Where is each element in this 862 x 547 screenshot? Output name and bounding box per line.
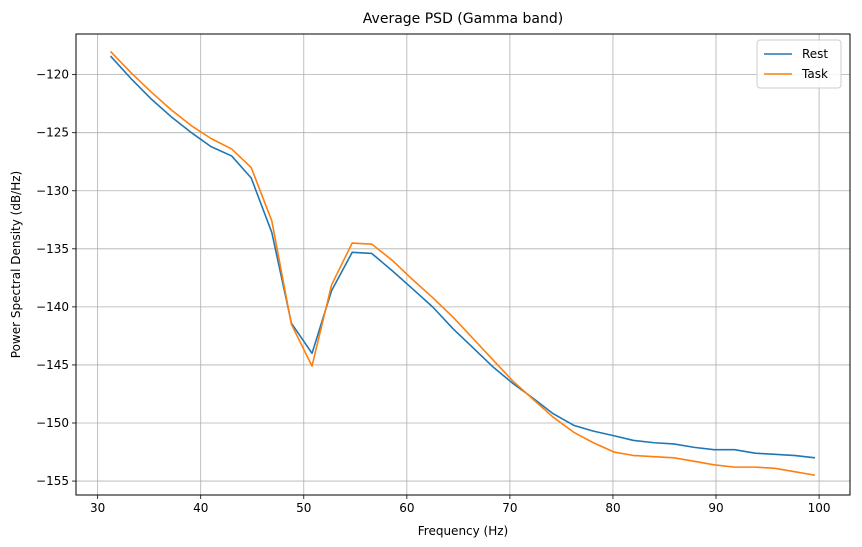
series-layer: [109, 50, 816, 477]
y-tick-label: −145: [36, 358, 69, 372]
y-tick-label: −150: [36, 416, 69, 430]
y-tick-label: −125: [36, 126, 69, 140]
x-tick-label: 50: [296, 501, 311, 515]
y-tick-label: −130: [36, 184, 69, 198]
x-tick-label: 60: [399, 501, 414, 515]
y-axis-label: Power Spectral Density (dB/Hz): [9, 171, 23, 358]
x-tick-label: 40: [193, 501, 208, 515]
legend-label-rest: Rest: [802, 47, 828, 61]
axes-frame: [75, 33, 851, 496]
y-tick-label: −135: [36, 242, 69, 256]
x-tick-label: 30: [90, 501, 105, 515]
y-tick-label: −120: [36, 68, 69, 82]
y-tick-label: −155: [36, 474, 69, 488]
legend: Rest Task: [756, 39, 842, 89]
series-line-task: [109, 50, 816, 477]
x-tick-label: 100: [808, 501, 831, 515]
legend-box: [756, 39, 842, 89]
y-tick-label: −140: [36, 300, 69, 314]
x-tick-label: 90: [708, 501, 723, 515]
x-tick-label: 80: [605, 501, 620, 515]
x-tick-label: 70: [502, 501, 517, 515]
legend-label-task: Task: [801, 67, 828, 81]
series-line-rest: [109, 55, 816, 459]
grid: [76, 34, 850, 495]
ticks: 30 40 50 60 70 80 90 100 −155 −150 −145 −140 −135 −13…: [36, 68, 831, 515]
x-axis-label: Frequency (Hz): [418, 524, 509, 538]
chart-title: Average PSD (Gamma band): [363, 11, 563, 27]
